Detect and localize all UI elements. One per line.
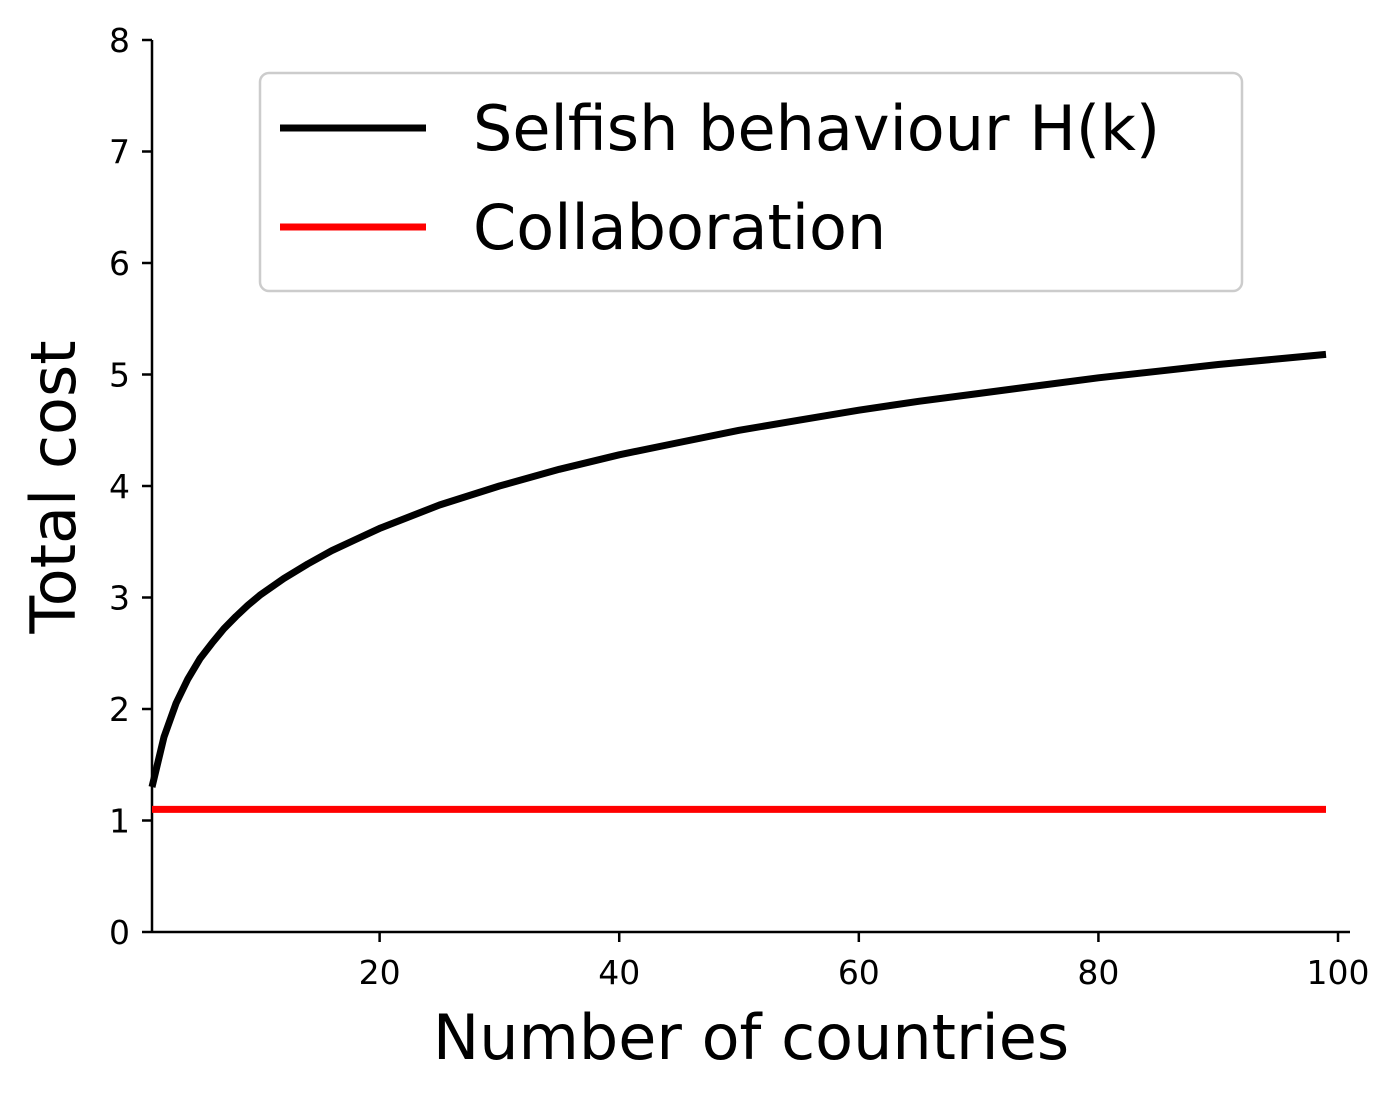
y-tick-label: 3 <box>109 579 130 618</box>
y-tick-label: 5 <box>109 356 130 395</box>
legend-label: Selfish behaviour H(k) <box>473 92 1160 165</box>
y-tick-label: 7 <box>109 133 130 172</box>
y-tick-label: 8 <box>109 21 130 60</box>
legend-frame <box>258 71 1244 293</box>
x-tick-label: 20 <box>359 953 401 992</box>
y-tick-label: 1 <box>109 802 130 841</box>
y-axis-title: Total cost <box>17 340 90 634</box>
series-line-selfish-behaviour <box>148 350 1327 788</box>
x-tick-label: 80 <box>1077 953 1119 992</box>
y-tick-label: 2 <box>109 690 130 729</box>
x-tick-label: 60 <box>838 953 880 992</box>
x-axis-title: Number of countries <box>433 1001 1069 1074</box>
x-tick-label: 100 <box>1307 953 1370 992</box>
axes: 0 1 2 3 4 5 6 7 8 20 40 60 80 100 <box>109 21 1370 992</box>
y-tick-label: 6 <box>109 244 130 283</box>
legend-label: Collaboration <box>473 191 886 264</box>
y-tick-label: 0 <box>109 913 130 952</box>
series-layer <box>148 350 1327 813</box>
x-tick-label: 40 <box>598 953 640 992</box>
legend: Selfish behaviour H(k) Collaboration <box>258 71 1244 293</box>
y-tick-label: 4 <box>109 467 130 506</box>
